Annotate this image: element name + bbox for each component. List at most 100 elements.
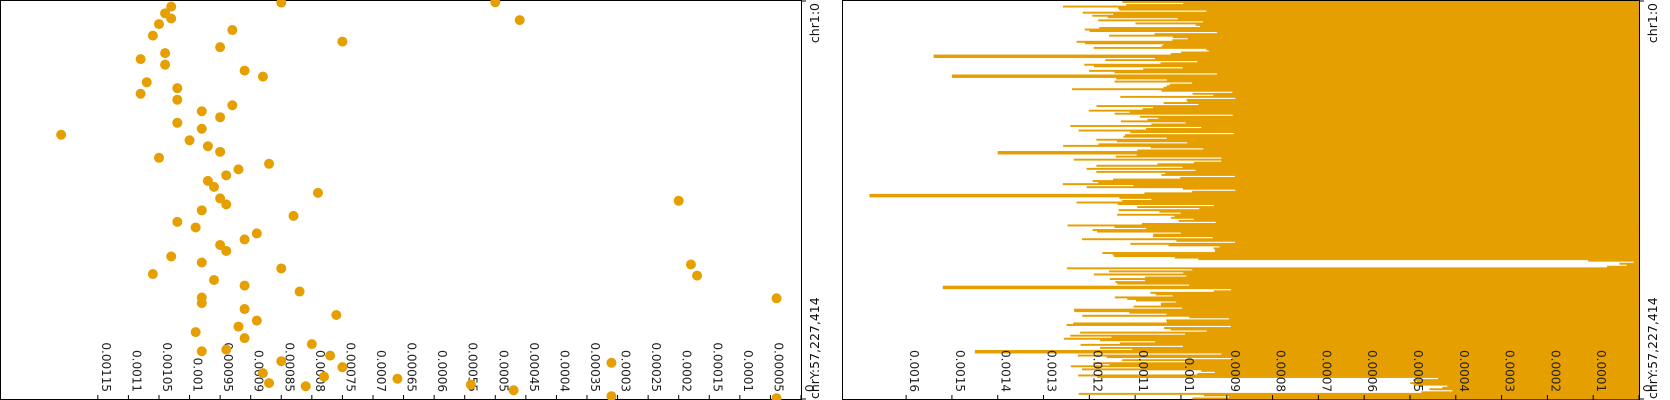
- scatter-point: [166, 251, 177, 262]
- scatter-point: [276, 263, 287, 274]
- scatter-tick-label: 0.0005: [496, 350, 510, 392]
- bar: [1170, 216, 1639, 219]
- bar: [1217, 72, 1639, 75]
- bar: [1201, 126, 1639, 129]
- bar: [1112, 253, 1639, 256]
- bar: [1172, 39, 1639, 42]
- bar: [1185, 121, 1639, 124]
- bar-tick-label: 0.0005: [1411, 350, 1425, 392]
- scatter-tick-label: 0.00045: [527, 342, 541, 392]
- scatter-point: [239, 234, 250, 245]
- bar-tick-label: 0.0015: [953, 350, 967, 392]
- bar: [1181, 307, 1639, 310]
- bar: [1588, 259, 1639, 262]
- bar: [1192, 82, 1639, 85]
- scatter-point: [215, 239, 226, 250]
- scatter-point: [172, 94, 183, 105]
- bar: [1219, 245, 1639, 248]
- bar: [1159, 210, 1639, 213]
- bar: [1165, 172, 1639, 175]
- bar-tick-label: 0.0007: [1319, 350, 1333, 392]
- bar: [1081, 368, 1639, 371]
- bar: [1166, 85, 1639, 88]
- bar: [1200, 25, 1639, 28]
- bar: [1233, 132, 1639, 135]
- scatter-point: [264, 378, 275, 389]
- bar: [1413, 383, 1639, 386]
- bar: [1234, 175, 1639, 178]
- bar: [1073, 158, 1639, 161]
- bar: [1063, 337, 1639, 340]
- scatter-tick-label: 0.0011: [129, 350, 143, 392]
- bar: [1153, 235, 1639, 238]
- bar: [1203, 147, 1639, 150]
- bar: [1089, 30, 1639, 33]
- bar: [1182, 187, 1639, 190]
- scatter-tick-label: 0.00095: [221, 342, 235, 392]
- bar: [1186, 275, 1639, 277]
- bar: [1135, 22, 1639, 25]
- bar: [1176, 301, 1639, 303]
- bar: [1158, 117, 1639, 120]
- bar: [1186, 98, 1639, 101]
- bar: [1166, 320, 1639, 323]
- bar: [1137, 206, 1639, 209]
- scatter-point: [215, 112, 226, 123]
- bar-series: [869, 1, 1639, 400]
- bar: [1066, 323, 1639, 326]
- bar: [1084, 28, 1639, 31]
- scatter-point: [160, 48, 171, 59]
- bar: [1183, 271, 1639, 274]
- bar: [1143, 68, 1639, 71]
- bar: [1107, 16, 1639, 19]
- bar: [1172, 36, 1639, 39]
- scatter-point: [771, 293, 782, 304]
- scatter-tick-label: 0.00105: [160, 342, 174, 392]
- scatter-point: [331, 310, 342, 321]
- bar: [1174, 215, 1639, 218]
- bar: [1115, 155, 1639, 158]
- bar: [942, 287, 1639, 290]
- bar: [997, 152, 1639, 155]
- bar: [1229, 395, 1639, 398]
- bar: [1607, 265, 1639, 268]
- scatter-point: [190, 222, 201, 233]
- bar: [1161, 45, 1639, 48]
- bar: [1221, 353, 1639, 356]
- scatter-tick-label: 0.0004: [557, 350, 571, 392]
- bar: [974, 351, 1639, 354]
- bar: [1186, 360, 1639, 363]
- bar: [1117, 203, 1639, 205]
- bar: [1084, 63, 1639, 66]
- scatter-point: [135, 88, 146, 99]
- scatter-point: [196, 123, 207, 134]
- bar: [1072, 88, 1639, 91]
- scatter-tick-label: 0.0002: [680, 350, 694, 392]
- bar-tick-label: 0.0001: [1594, 350, 1608, 392]
- bar-tick-label: 0.0002: [1548, 350, 1562, 392]
- bar-tick-label: 0: [1640, 384, 1654, 392]
- scatter-tick-label: 0.00065: [405, 342, 419, 392]
- bar: [1113, 13, 1639, 16]
- scatter-tick-label: 0.00005: [771, 342, 785, 392]
- scatter-tick-label: 0.0001: [741, 350, 755, 392]
- scatter-point: [251, 228, 262, 239]
- scatter-point: [233, 164, 244, 175]
- bar: [1084, 42, 1639, 45]
- bar: [1213, 290, 1639, 293]
- bar: [1125, 134, 1639, 137]
- bar-tick-label: 0.0008: [1274, 350, 1288, 392]
- bar: [1118, 209, 1639, 212]
- bar: [1070, 124, 1639, 127]
- bar: [1082, 11, 1639, 14]
- bar: [1235, 189, 1639, 192]
- bar: [1203, 394, 1639, 397]
- bar: [1213, 94, 1639, 97]
- bar: [974, 350, 1639, 352]
- bar: [1192, 397, 1639, 400]
- bar-tick-label: 0.0014: [999, 350, 1013, 392]
- scatter-point: [202, 141, 213, 152]
- bar: [997, 151, 1639, 153]
- bar: [1192, 190, 1639, 193]
- scatter-point: [147, 269, 158, 280]
